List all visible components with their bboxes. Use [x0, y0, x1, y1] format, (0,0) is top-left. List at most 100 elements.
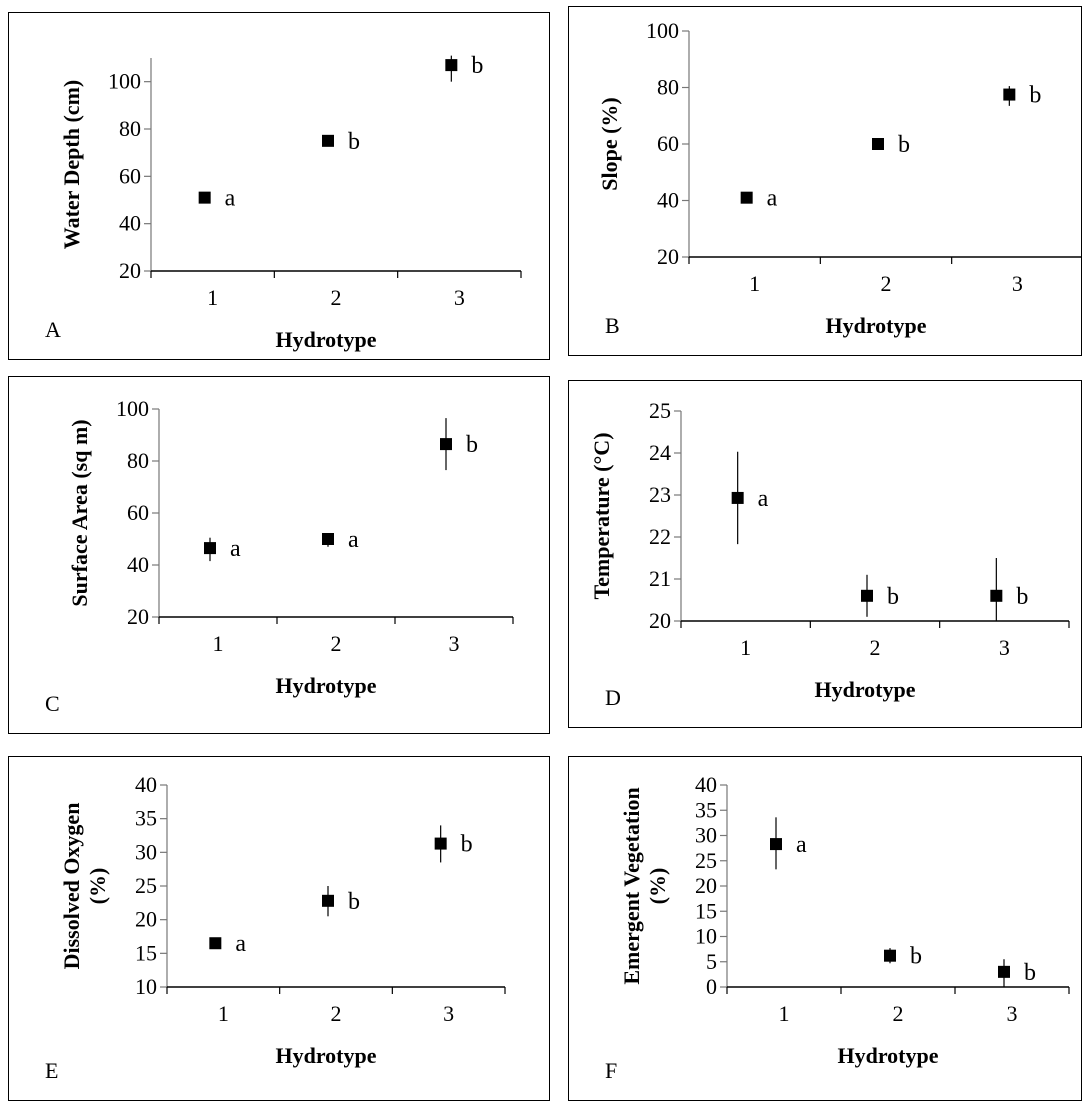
panel-e: 10 15 20 25 30 35 40 1 2 3 Hydrotype Dissolved Oxyg…: [8, 756, 550, 1101]
chart-d-y-tick-label-2: 22: [649, 524, 671, 549]
chart-e-panel-letter: E: [45, 1058, 58, 1083]
chart-c-point-0: [204, 542, 216, 555]
chart-b-point-0: [740, 191, 753, 204]
chart-b-x-tick-label-0: 1: [749, 271, 760, 296]
chart-f-y-tick-label-0: 0: [706, 974, 717, 999]
chart-b-y-tick-label-2: 60: [657, 131, 679, 156]
chart-f-y-tick-label-4: 20: [695, 873, 717, 898]
chart-f-x-tick-label-0: 1: [779, 1001, 790, 1026]
chart-a-point-2: [445, 59, 458, 72]
chart-a-sig-label-1: b: [348, 129, 360, 155]
chart-c-panel-letter: C: [45, 691, 60, 716]
chart-f-y-tick-label-7: 35: [695, 797, 717, 822]
chart-a-x-tick-label-1: 2: [331, 285, 342, 310]
chart-d-y-tick-label-3: 23: [649, 482, 671, 507]
chart-b-y-tick-label-3: 80: [657, 75, 679, 100]
chart-a-sig-label-2: b: [471, 53, 483, 79]
panel-c: 20 40 60 80 100 1 2 3 Hydrotype Surface Area (sq …: [8, 376, 550, 734]
chart-e-x-axis-title: Hydrotype: [275, 1043, 376, 1068]
chart-f-y-tick-label-3: 15: [695, 898, 717, 923]
chart-e-x-tick-label-1: 2: [331, 1001, 342, 1026]
chart-f-sig-label-0: a: [796, 832, 807, 858]
chart-d-sig-label-1: b: [887, 584, 899, 610]
chart-b-point-2: [1003, 88, 1016, 101]
chart-b-y-tick-label-0: 20: [657, 244, 679, 269]
chart-d-y-tick-label-1: 21: [649, 566, 671, 591]
chart-f-point-0: [770, 838, 782, 851]
chart-a-sig-label-0: a: [225, 186, 236, 212]
chart-f-sig-label-1: b: [910, 944, 922, 970]
chart-c-y-tick-label-2: 60: [127, 500, 149, 525]
chart-c-y-tick-label-1: 40: [127, 552, 149, 577]
chart-f-x-tick-label-2: 3: [1007, 1001, 1018, 1026]
chart-c-y-tick-label-4: 100: [116, 396, 149, 421]
chart-c-x-tick-label-2: 3: [449, 631, 460, 656]
chart-f-x-axis-title: Hydrotype: [837, 1043, 938, 1068]
chart-a-y-tick-label-2: 60: [119, 163, 141, 188]
chart-d-y-tick-label-0: 20: [649, 608, 671, 633]
chart-c-y-tick-label-3: 80: [127, 448, 149, 473]
chart-b-x-axis-title: Hydrotype: [825, 313, 926, 338]
chart-b-point-1: [872, 138, 884, 150]
chart-f-y-tick-label-8: 40: [695, 772, 717, 797]
chart-b-panel-letter: B: [605, 313, 620, 338]
chart-c-x-tick-label-0: 1: [213, 631, 224, 656]
chart-a-y-axis-title-0: Water Depth (cm): [59, 80, 84, 249]
chart-d-sig-label-0: a: [758, 486, 769, 512]
chart-b-x-tick-label-2: 3: [1012, 271, 1023, 296]
chart-d-y-tick-label-4: 24: [649, 440, 671, 465]
chart-a-x-axis-title: Hydrotype: [275, 327, 376, 352]
chart-f-x-tick-label-1: 2: [893, 1001, 904, 1026]
chart-e-y-axis-title-1: (%): [85, 868, 110, 905]
chart-d-x-tick-label-0: 1: [740, 635, 751, 660]
chart-e-x-tick-label-2: 3: [443, 1001, 454, 1026]
chart-b-y-axis-title-0: Slope (%): [597, 97, 622, 191]
chart-f-y-tick-label-6: 30: [695, 823, 717, 848]
chart-e-y-tick-label-0: 10: [135, 974, 157, 999]
chart-e-y-axis-title-0: Dissolved Oxygen: [59, 803, 84, 970]
chart-c-sig-label-1: a: [348, 527, 359, 553]
chart-e: 10 15 20 25 30 35 40 1 2 3 Hydrotype Dissolved Oxyg…: [45, 772, 506, 1083]
chart-d-x-axis-title: Hydrotype: [814, 677, 915, 702]
chart-b-sig-label-2: b: [1029, 83, 1041, 109]
chart-c-x-axis-title: Hydrotype: [275, 673, 376, 698]
chart-a-y-tick-label-3: 80: [119, 116, 141, 141]
chart-e-y-tick-label-2: 20: [135, 907, 157, 932]
chart-c-y-axis-title-0: Surface Area (sq m): [67, 419, 92, 606]
panel-f: 0 5 10 15 20 25 30 35 40 1 2 3 Hydrotype Emergent Veg…: [568, 756, 1082, 1101]
chart-a-x-tick-label-2: 3: [454, 285, 465, 310]
chart-b-sig-label-1: b: [898, 132, 910, 158]
chart-d-x-tick-label-2: 3: [999, 635, 1010, 660]
chart-f-y-tick-label-5: 25: [695, 848, 717, 873]
chart-f-y-tick-label-2: 10: [695, 924, 717, 949]
chart-a: 20 40 60 80 100 1 2 3 Hydrotype Water Depth (cm) A…: [45, 53, 522, 352]
chart-d-point-0: [731, 491, 744, 504]
chart-a-point-1: [322, 134, 334, 147]
chart-e-y-tick-label-3: 25: [135, 873, 157, 898]
chart-e-y-tick-label-4: 30: [135, 839, 157, 864]
chart-b-y-tick-label-4: 100: [646, 18, 679, 43]
chart-e-x-tick-label-0: 1: [218, 1001, 229, 1026]
chart-d-y-tick-label-5: 25: [649, 398, 671, 423]
chart-f-panel-letter: F: [605, 1058, 617, 1083]
chart-f-y-axis-title-1: (%): [645, 868, 670, 905]
chart-c: 20 40 60 80 100 1 2 3 Hydrotype Surface Area (sq …: [45, 396, 514, 716]
chart-b-y-tick-label-1: 40: [657, 188, 679, 213]
chart-c-y-tick-label-0: 20: [127, 604, 149, 629]
chart-d-sig-label-2: b: [1016, 584, 1028, 610]
chart-e-y-tick-label-5: 35: [135, 806, 157, 831]
chart-a-y-tick-label-0: 20: [119, 258, 141, 283]
chart-a-y-tick-label-4: 100: [108, 69, 141, 94]
chart-a-point-0: [198, 191, 211, 204]
chart-e-point-1: [322, 894, 334, 907]
chart-d-y-axis-title-0: Temperature (°C): [589, 432, 614, 599]
chart-e-y-tick-label-1: 15: [135, 940, 157, 965]
chart-a-panel-letter: A: [45, 317, 61, 342]
chart-a-x-tick-label-0: 1: [207, 285, 218, 310]
chart-d-point-2: [990, 589, 1003, 602]
chart-d-panel-letter: D: [605, 685, 621, 710]
chart-f-point-2: [998, 965, 1010, 978]
